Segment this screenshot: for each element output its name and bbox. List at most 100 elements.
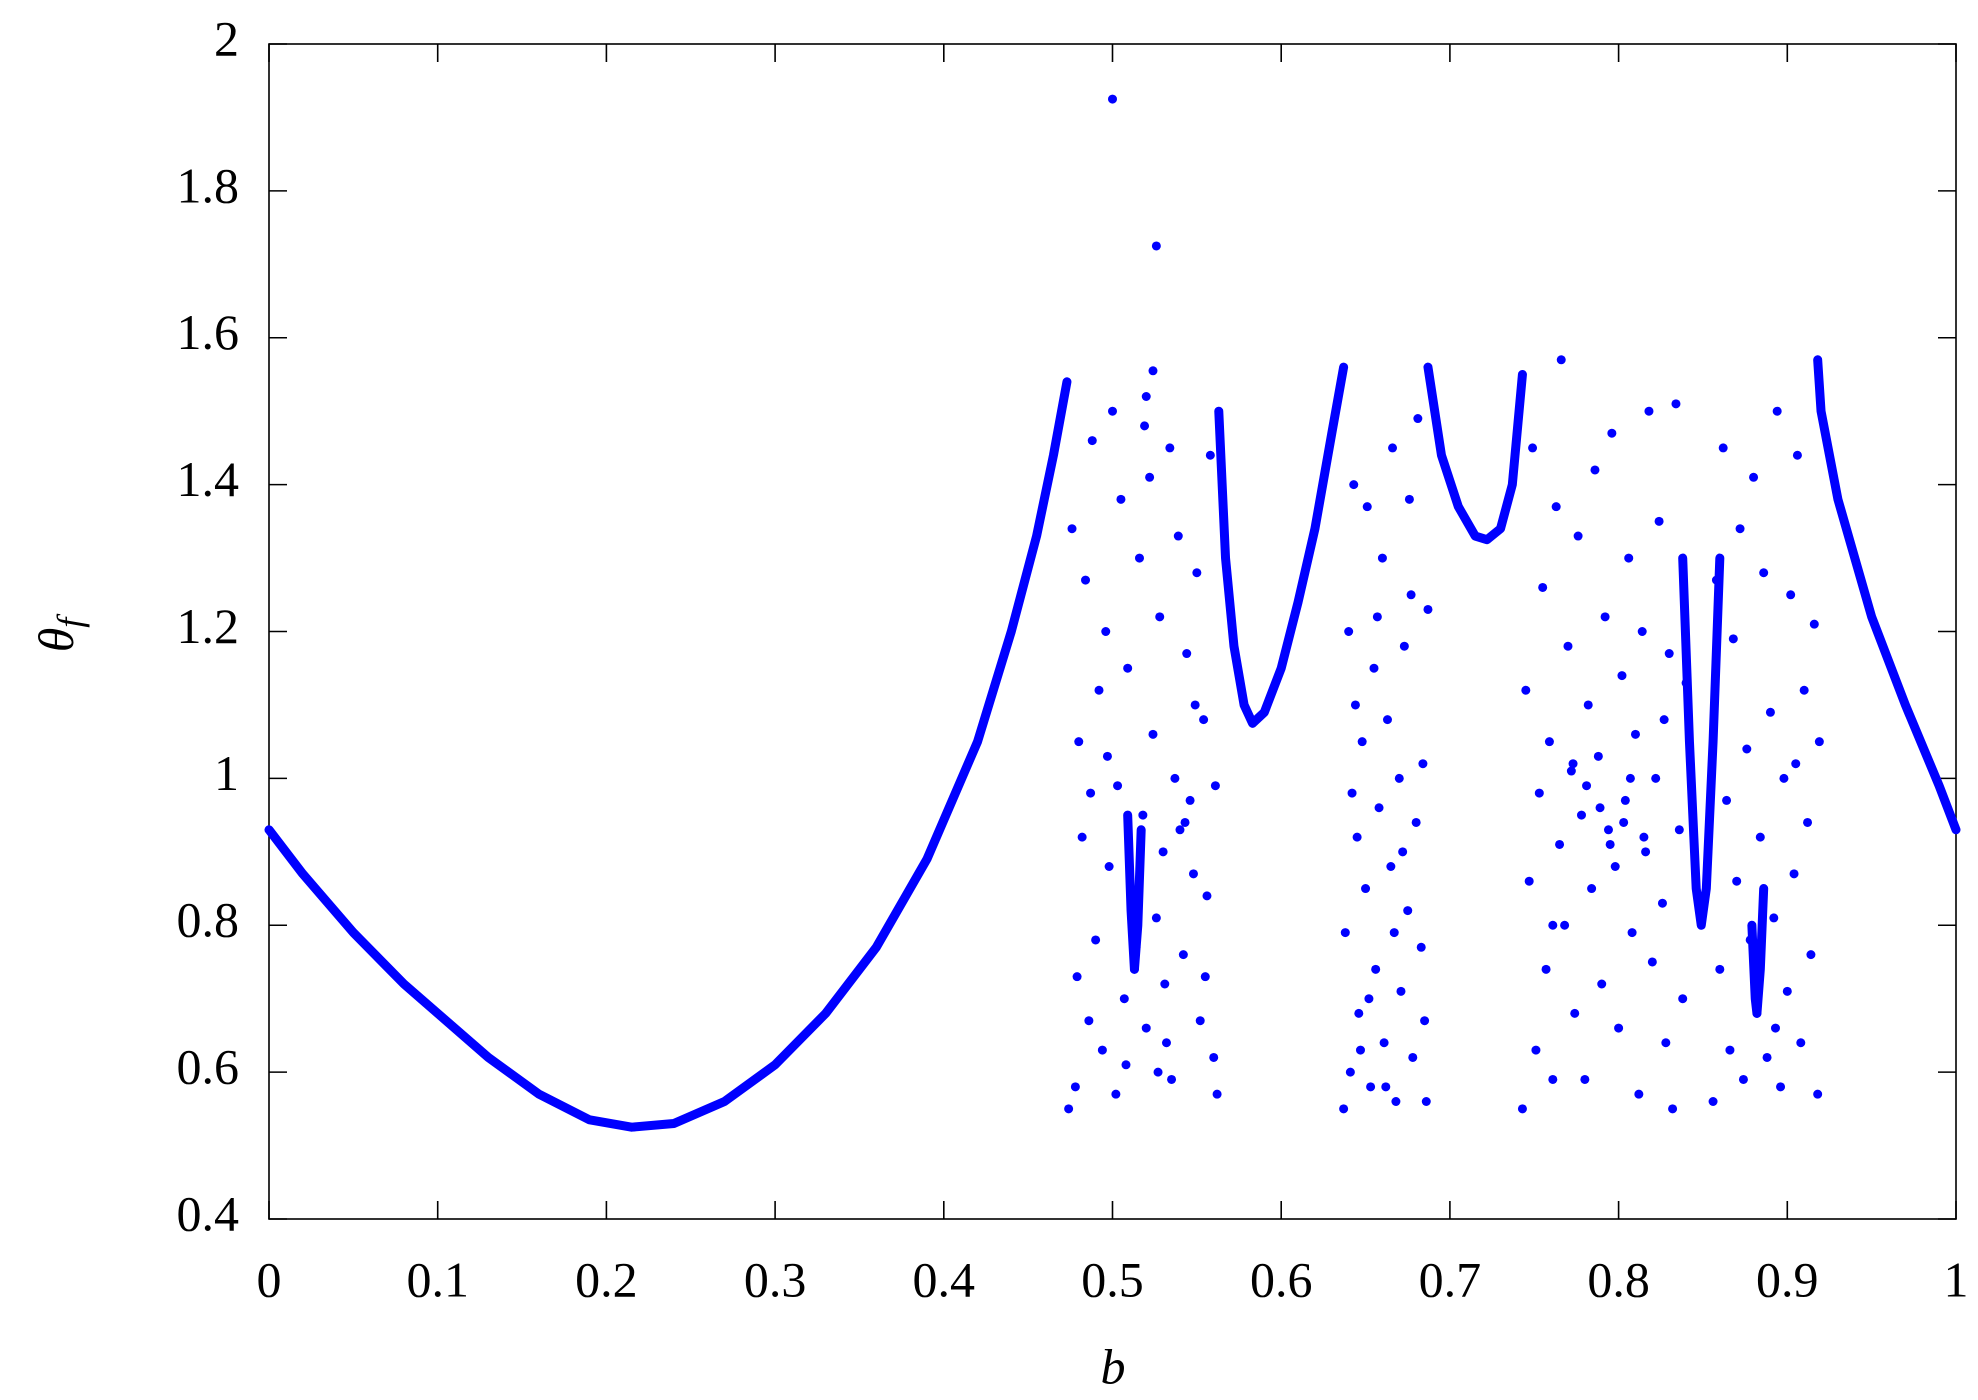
point — [1637, 627, 1647, 636]
point — [1404, 494, 1414, 504]
point — [1141, 1023, 1151, 1033]
point — [1644, 406, 1654, 416]
point — [1165, 443, 1175, 453]
point — [1573, 531, 1583, 541]
point — [1524, 876, 1534, 886]
point — [1791, 759, 1801, 769]
point — [1094, 685, 1104, 695]
y-tick-label: 0.4 — [177, 1185, 240, 1241]
point — [1140, 421, 1150, 431]
y-axis-subscript: f — [50, 613, 90, 628]
point — [1108, 406, 1117, 416]
point — [1544, 737, 1554, 747]
point — [1551, 502, 1561, 512]
point — [1394, 773, 1404, 783]
point — [1160, 979, 1170, 989]
point — [1769, 913, 1779, 923]
point — [1067, 524, 1077, 534]
point — [1782, 986, 1792, 996]
point — [1630, 729, 1640, 739]
point — [1111, 1089, 1121, 1099]
y-tick-label: 0.8 — [177, 892, 240, 948]
point — [1126, 898, 1136, 908]
point — [1610, 862, 1620, 871]
point — [1205, 450, 1215, 460]
point — [1600, 612, 1610, 622]
point — [1770, 1023, 1780, 1033]
point — [1772, 406, 1782, 416]
point — [1732, 876, 1742, 886]
point — [1369, 663, 1379, 673]
point — [1148, 366, 1158, 376]
point — [1121, 1060, 1131, 1070]
point — [1354, 1008, 1364, 1018]
point — [1605, 839, 1615, 849]
point — [1173, 531, 1183, 541]
point — [1570, 1008, 1580, 1018]
point — [1566, 766, 1576, 776]
point — [1145, 472, 1155, 482]
x-tick-label: 0.6 — [1250, 1251, 1313, 1307]
point — [1813, 1089, 1823, 1099]
point — [1738, 1074, 1748, 1084]
point — [1541, 964, 1551, 974]
point — [1199, 715, 1209, 725]
point — [1116, 494, 1126, 504]
point — [1597, 979, 1607, 989]
point — [1534, 788, 1544, 798]
point — [1580, 1074, 1590, 1084]
point — [1123, 663, 1133, 673]
point — [1759, 568, 1769, 578]
point — [1755, 832, 1765, 842]
point — [1627, 928, 1637, 938]
point — [1752, 1008, 1762, 1018]
point — [1681, 678, 1691, 688]
x-tick-label: 0.5 — [1081, 1251, 1144, 1307]
x-tick-label: 0.7 — [1419, 1251, 1482, 1307]
point — [1119, 994, 1129, 1004]
point — [1711, 575, 1721, 585]
point — [1167, 1074, 1177, 1084]
point — [1190, 700, 1200, 710]
point — [1538, 582, 1548, 592]
point — [1548, 1074, 1558, 1084]
point — [1659, 715, 1669, 725]
point — [1593, 751, 1603, 761]
point — [1651, 773, 1661, 783]
point — [1403, 906, 1413, 916]
point — [1814, 737, 1824, 747]
point — [1386, 862, 1396, 871]
point — [1350, 700, 1360, 710]
point — [1408, 1052, 1418, 1062]
point — [1340, 928, 1350, 938]
point — [1735, 524, 1745, 534]
y-tick-label: 2 — [214, 10, 239, 66]
point — [1555, 839, 1565, 849]
x-tick-label: 0.1 — [406, 1251, 469, 1307]
point — [1202, 891, 1212, 901]
point — [1372, 612, 1382, 622]
point — [1364, 994, 1374, 1004]
point — [1728, 634, 1738, 644]
point — [1423, 604, 1433, 614]
y-axis-label: θf — [28, 613, 90, 653]
point — [1582, 781, 1592, 791]
point — [1209, 1052, 1219, 1062]
plot-frame — [268, 43, 1957, 1220]
point — [1064, 1104, 1074, 1114]
point — [1170, 773, 1180, 783]
point — [1388, 443, 1398, 453]
point — [1355, 1045, 1365, 1055]
point — [1718, 443, 1728, 453]
point — [1175, 825, 1185, 835]
point — [1792, 450, 1802, 460]
point — [1379, 1038, 1389, 1048]
point — [1563, 641, 1573, 651]
point — [1087, 436, 1097, 446]
point — [1381, 1082, 1391, 1092]
point — [1796, 1038, 1806, 1048]
point — [1639, 832, 1649, 842]
point — [1521, 685, 1531, 695]
point — [1399, 641, 1409, 651]
